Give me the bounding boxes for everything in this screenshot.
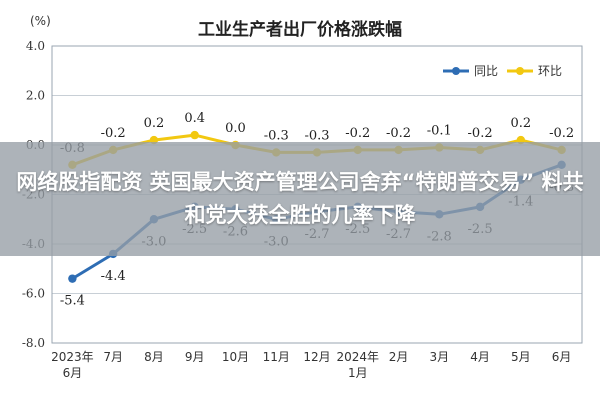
- x-tick-label: 3月: [429, 350, 449, 364]
- data-label: -5.4: [60, 294, 85, 309]
- legend-label: 环比: [538, 64, 562, 78]
- y-tick-label: -8.0: [22, 336, 45, 350]
- legend-label: 同比: [474, 64, 498, 78]
- headline-banner: 网络股指配资 英国最大资产管理公司舍弃“特朗普交易” 料共和党大获全胜的几率下降: [0, 142, 600, 256]
- x-tick-label: 11月: [263, 350, 290, 364]
- headline-text: 网络股指配资 英国最大资产管理公司舍弃“特朗普交易” 料共和党大获全胜的几率下降: [16, 170, 584, 227]
- data-label: -4.4: [101, 269, 126, 284]
- y-axis-unit: (%): [30, 14, 51, 28]
- x-tick-label: 2023年: [51, 350, 94, 364]
- legend-swatch-marker: [516, 67, 524, 75]
- data-label: -0.2: [345, 126, 370, 141]
- data-label: -0.1: [427, 123, 452, 138]
- data-label: -0.3: [264, 128, 289, 143]
- x-tick-label: 8月: [144, 350, 164, 364]
- x-tick-label: 4月: [470, 350, 490, 364]
- legend: 同比 环比: [443, 64, 562, 78]
- x-tick-label: 9月: [185, 350, 205, 364]
- data-label: 0.0: [225, 121, 246, 136]
- chart-title: 工业生产者出厂价格涨跌幅: [198, 19, 402, 40]
- x-tick-label: 2月: [389, 350, 409, 364]
- x-tick-label: 5月: [511, 350, 531, 364]
- data-label: -0.2: [101, 126, 126, 141]
- y-tick-label: 4.0: [26, 39, 45, 53]
- data-label: -0.2: [549, 126, 574, 141]
- data-label: 0.2: [144, 116, 165, 131]
- y-tick-label: 2.0: [26, 89, 45, 103]
- x-tick-label: 12月: [303, 350, 330, 364]
- data-point: [190, 130, 199, 140]
- data-label: -0.3: [304, 128, 329, 143]
- y-tick-label: -6.0: [22, 287, 45, 301]
- legend-swatch-marker: [452, 67, 460, 75]
- x-tick-label: 6月: [63, 366, 83, 380]
- x-tick-label: 1月: [348, 366, 368, 380]
- data-label: -0.2: [468, 126, 493, 141]
- x-tick-label: 6月: [552, 350, 572, 364]
- x-tick-label: 7月: [103, 350, 123, 364]
- data-point: [68, 274, 77, 283]
- x-tick-label: 2024年: [336, 350, 379, 364]
- data-label: -0.2: [386, 126, 411, 141]
- data-label: 0.4: [184, 111, 205, 126]
- x-tick-label: 10月: [222, 350, 249, 364]
- data-label: 0.2: [511, 116, 532, 131]
